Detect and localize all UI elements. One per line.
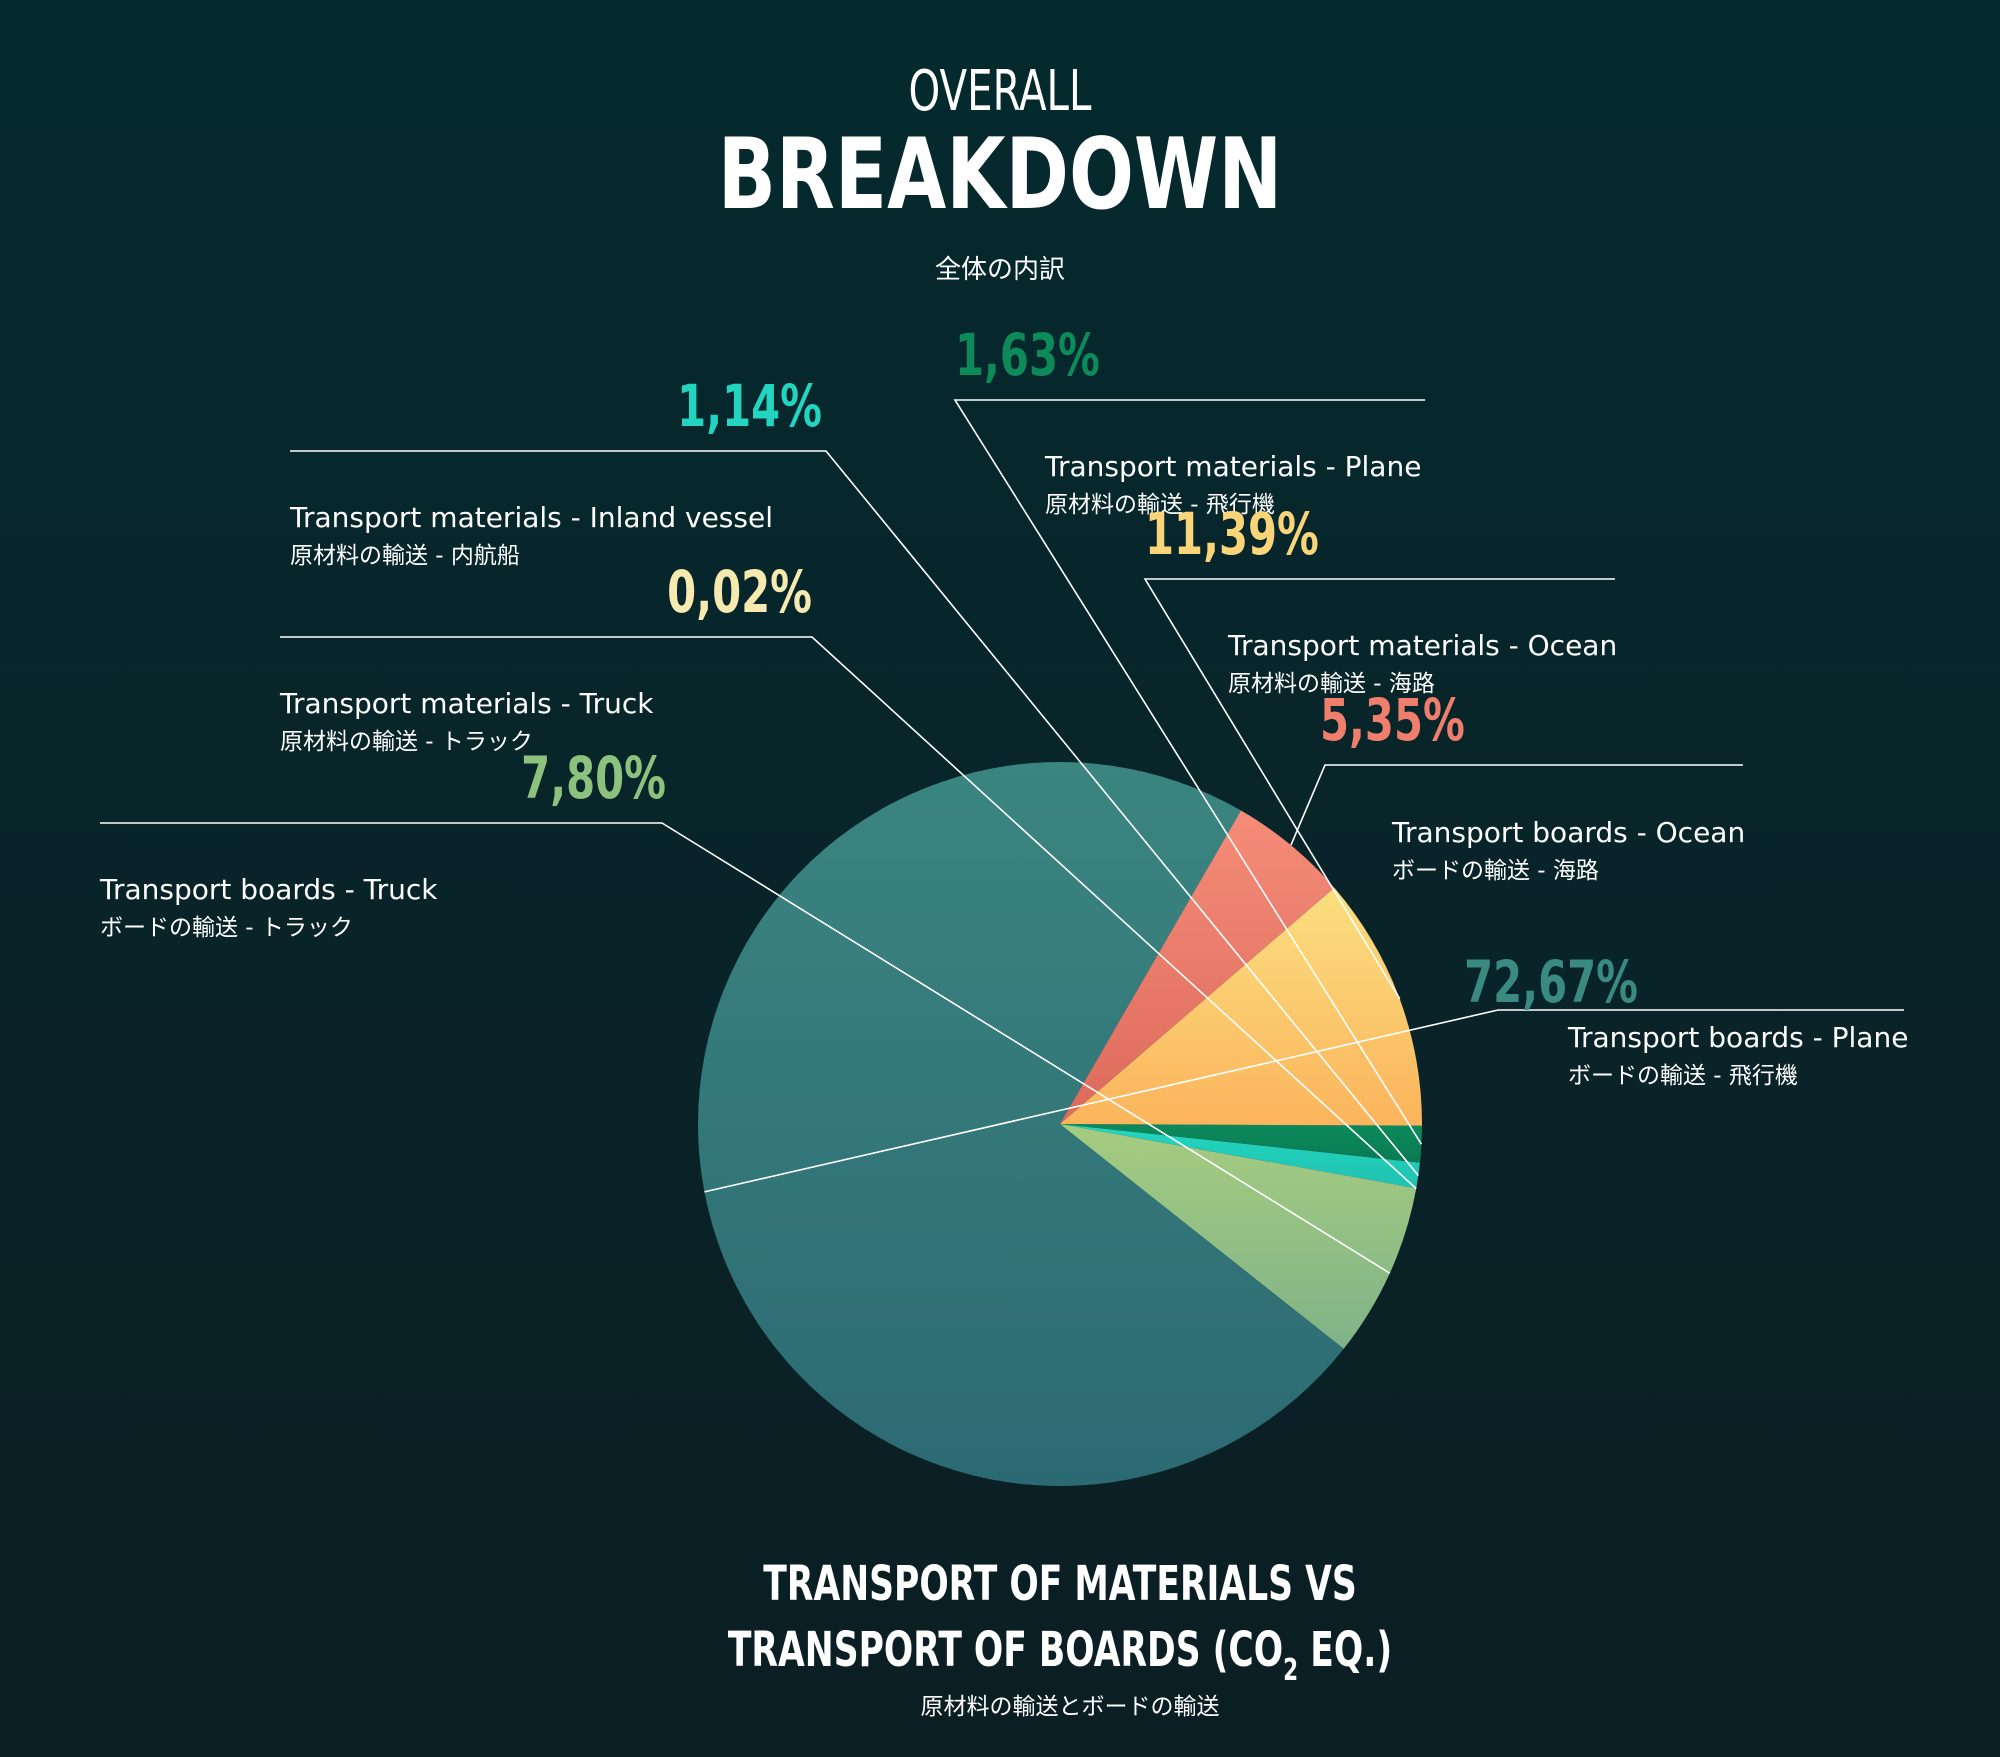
footer-title-line2: TRANSPORT OF BOARDS (CO2 EQ.) [728,1621,1392,1688]
slice-label-ja: ボードの輸送 - トラック [100,915,353,941]
footer-title-subscript: 2 [1283,1654,1298,1688]
header-subtitle: 全体の内訳 [935,255,1065,285]
slice-label-ja: 原材料の輸送 - トラック [280,729,533,755]
footer-subtitle: 原材料の輸送とボードの輸送 [921,1694,1220,1720]
pie-slice-5 [1060,1124,1422,1163]
leader-line-6 [1143,578,1615,1000]
slice-label-en: Transport boards - Plane [1567,1021,1908,1054]
pie-slice-2 [1060,1124,1417,1349]
leader-line-2 [100,822,1391,1274]
slice-value-label: 0,02% [667,558,812,626]
slice-label-en: Transport materials - Truck [279,687,654,720]
pie-slice-4 [1060,1124,1420,1189]
pie-chart [697,762,1423,1487]
footer-title-line2-suffix: EQ.) [1298,1621,1392,1677]
slice-label-en: Transport materials - Ocean [1227,629,1617,662]
slice-value-label: 1,63% [955,321,1100,389]
leader-line-1 [704,1009,1904,1193]
slice-value-label: 72,67% [1464,948,1638,1016]
footer-title-line1: TRANSPORT OF MATERIALS VS [763,1555,1356,1611]
pie-slice-3 [1060,1124,1417,1189]
slice-label-en: Transport materials - Plane [1044,450,1421,483]
pie-slice-6 [1060,887,1423,1126]
slice-value-label: 7,80% [521,744,666,812]
header-title: BREAKDOWN [718,117,1282,232]
slice-value-label: 1,14% [677,372,822,440]
leader-line-4 [290,450,1419,1177]
slice-labels: 72,67% Transport boards - Plane ボードの輸送 - 飛… [99,321,1908,1089]
slice-label-ja: 原材料の輸送 - 飛行機 [1045,492,1275,518]
slice-label-en: Transport boards - Ocean [1391,816,1745,849]
pie-slice-1 [697,762,1344,1487]
slice-label-ja: ボードの輸送 - 海路 [1392,858,1599,884]
slice-label-en: Transport materials - Inland vessel [289,501,773,534]
leader-line-3 [280,636,1417,1190]
footer-title-line2-prefix: TRANSPORT OF BOARDS (CO [728,1621,1283,1677]
leader-line-5 [953,399,1425,1145]
slice-value-label: 11,39% [1145,500,1319,568]
header-overline: OVERALL [909,58,1092,123]
slice-label-en: Transport boards - Truck [99,873,438,906]
leader-line-7 [1290,764,1743,846]
slice-label-ja: ボードの輸送 - 飛行機 [1568,1063,1798,1089]
pie-slice-7 [1060,810,1335,1124]
slice-value-label: 5,35% [1320,686,1465,754]
slice-label-ja: 原材料の輸送 - 海路 [1228,671,1435,697]
leader-lines [100,399,1904,1274]
slice-label-ja: 原材料の輸送 - 内航船 [290,543,520,569]
